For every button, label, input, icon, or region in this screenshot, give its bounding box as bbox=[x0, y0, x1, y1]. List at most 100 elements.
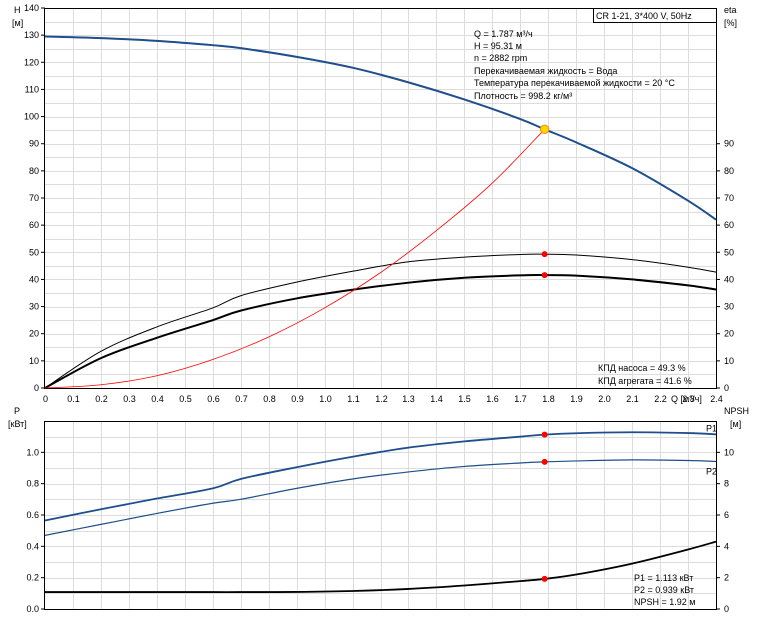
top-ylabel-left-unit: [м] bbox=[12, 18, 23, 28]
info-line: H = 95.31 м bbox=[474, 41, 522, 51]
series-кпд-агрегата-line bbox=[44, 274, 717, 389]
x-tick-label: 0.6 bbox=[207, 394, 220, 404]
y-left-tick-label: 0 bbox=[34, 383, 39, 393]
y-right-tick-label: 60 bbox=[724, 220, 734, 230]
x-tick-label: 2.1 bbox=[626, 394, 639, 404]
y-right-tick-label: 20 bbox=[724, 329, 734, 339]
y-left-tick-label: 90 bbox=[29, 139, 39, 149]
bottom-y-left-tick-label: 0.2 bbox=[26, 573, 39, 583]
bottom-y-left-tick-label: 0.8 bbox=[26, 479, 39, 489]
p2-annotation: P2 = 0.939 кВт bbox=[634, 585, 694, 595]
op-point-eta-pump bbox=[541, 251, 548, 258]
bottom-y-right-tick-label: 8 bbox=[724, 479, 729, 489]
bottom-ylabel-right-unit: [м] bbox=[730, 419, 741, 429]
y-left-tick-label: 110 bbox=[25, 84, 39, 94]
bottom-ylabel-left-unit: [кВт] bbox=[8, 419, 27, 429]
y-right-tick-label: 70 bbox=[724, 193, 734, 203]
y-left-tick-label: 70 bbox=[29, 193, 39, 203]
top-ticks: 0 0.1 0.2 0.3 0.4 0.5 0.6 0.7 0.8 0.9 1.0 1.1 1.2 1.3… bbox=[24, 3, 734, 404]
title-box bbox=[593, 8, 717, 23]
x-tick-label: 2.3 bbox=[682, 394, 695, 404]
x-tick-label: 1.9 bbox=[570, 394, 583, 404]
bottom-y-right-tick-label: 10 bbox=[724, 447, 734, 457]
y-right-tick-label: 90 bbox=[724, 139, 734, 149]
series-npsh-line bbox=[44, 540, 717, 593]
op-point-eta-unit bbox=[541, 272, 548, 279]
x-tick-label: 0.7 bbox=[235, 394, 248, 404]
series-label-p1: P1 bbox=[706, 423, 717, 433]
op-point-p1 bbox=[541, 431, 548, 438]
series-p2-line bbox=[44, 459, 717, 536]
info-line: Температура перекачиваемой жидкости = 20… bbox=[474, 78, 675, 88]
y-right-tick-label: 40 bbox=[724, 274, 734, 284]
chart-title: CR 1-21, 3*400 V, 50Hz bbox=[596, 11, 692, 21]
x-tick-label: 1.0 bbox=[319, 394, 332, 404]
op-point-p2 bbox=[541, 458, 548, 465]
y-left-tick-label: 140 bbox=[24, 3, 39, 13]
bottom-y-left-tick-label: 0.6 bbox=[26, 510, 39, 520]
op-point-head bbox=[539, 124, 550, 135]
bottom-panel: 0.0 0.2 0.4 0.6 0.8 1.0 0 2 4 6 8 10 P1 P2 P [кВт] N… bbox=[8, 406, 749, 614]
top-ylabel-left-name: H bbox=[14, 5, 21, 15]
x-axis-label: Q [м³/ч] bbox=[671, 394, 702, 404]
x-tick-label: 1.4 bbox=[430, 394, 443, 404]
y-right-tick-label: 50 bbox=[724, 247, 734, 257]
x-tick-label: 0.9 bbox=[291, 394, 304, 404]
bottom-series: P1 P2 bbox=[44, 423, 717, 593]
series-кпд-насоса-line bbox=[44, 253, 717, 389]
y-left-tick-label: 130 bbox=[24, 30, 39, 40]
series-h-line bbox=[44, 35, 717, 221]
x-tick-label: 2.0 bbox=[598, 394, 611, 404]
x-tick-label: 0.4 bbox=[151, 394, 164, 404]
top-series bbox=[44, 35, 717, 389]
y-left-tick-label: 100 bbox=[24, 112, 39, 122]
info-line: Q = 1.787 м³/ч bbox=[474, 29, 533, 39]
bottom-grid bbox=[45, 421, 716, 609]
eta-pump-annotation: КПД насоса = 49.3 % bbox=[598, 363, 686, 373]
x-tick-label: 1.8 bbox=[542, 394, 555, 404]
y-right-tick-label: 30 bbox=[724, 302, 734, 312]
x-tick-label: 0.1 bbox=[67, 394, 80, 404]
x-tick-label: 0.3 bbox=[123, 394, 136, 404]
p1-annotation: P1 = 1.113 кВт bbox=[634, 573, 693, 583]
y-left-tick-label: 40 bbox=[29, 274, 39, 284]
y-left-tick-label: 30 bbox=[29, 302, 39, 312]
x-tick-label: 1.3 bbox=[402, 394, 415, 404]
bottom-ylabel-right-name: NPSH bbox=[724, 406, 749, 416]
bottom-ticks: 0.0 0.2 0.4 0.6 0.8 1.0 0 2 4 6 8 10 bbox=[26, 447, 734, 614]
bottom-ylabel-left-name: P bbox=[14, 406, 20, 416]
bottom-y-left-tick-label: 1.0 bbox=[26, 447, 39, 457]
bottom-y-right-tick-label: 4 bbox=[724, 541, 729, 551]
y-right-tick-label: 10 bbox=[724, 356, 734, 366]
op-point-npsh bbox=[541, 575, 548, 582]
y-left-tick-label: 120 bbox=[24, 57, 39, 67]
y-right-tick-label: 0 bbox=[724, 383, 729, 393]
top-ylabel-right-name: eta bbox=[724, 5, 737, 15]
npsh-annotation: NPSH = 1.92 м bbox=[634, 597, 695, 607]
top-ylabel-right-unit: [%] bbox=[724, 18, 737, 28]
x-tick-label: 1.6 bbox=[486, 394, 499, 404]
bottom-y-right-tick-label: 6 bbox=[724, 510, 729, 520]
top-panel: 0 0.1 0.2 0.3 0.4 0.5 0.6 0.7 0.8 0.9 1.0 1.1 1.2 1.3… bbox=[12, 3, 737, 404]
eta-unit-annotation: КПД агрегата = 41.6 % bbox=[598, 376, 692, 386]
top-grid bbox=[45, 8, 716, 388]
x-tick-label: 2.4 bbox=[710, 394, 723, 404]
bottom-y-right-tick-label: 2 bbox=[724, 573, 729, 583]
series-label-p2: P2 bbox=[706, 466, 717, 476]
x-tick-label: 1.5 bbox=[458, 394, 471, 404]
x-tick-label: 0.2 bbox=[95, 394, 108, 404]
bottom-y-right-tick-label: 0 bbox=[724, 604, 729, 614]
x-tick-label: 0.5 bbox=[179, 394, 192, 404]
x-tick-label: 0 bbox=[43, 394, 48, 404]
bottom-y-left-tick-label: 0.0 bbox=[26, 604, 39, 614]
y-left-tick-label: 60 bbox=[29, 220, 39, 230]
y-left-tick-label: 20 bbox=[29, 329, 39, 339]
info-line: Перекачиваемая жидкость = Вода bbox=[474, 66, 617, 76]
y-left-tick-label: 80 bbox=[29, 166, 39, 176]
y-left-tick-label: 10 bbox=[29, 356, 39, 366]
x-tick-label: 2.2 bbox=[654, 394, 667, 404]
x-tick-label: 1.7 bbox=[514, 394, 527, 404]
y-right-tick-label: 80 bbox=[724, 166, 734, 176]
info-block: Q = 1.787 м³/ч H = 95.31 м n = 2882 rpm … bbox=[474, 29, 675, 101]
